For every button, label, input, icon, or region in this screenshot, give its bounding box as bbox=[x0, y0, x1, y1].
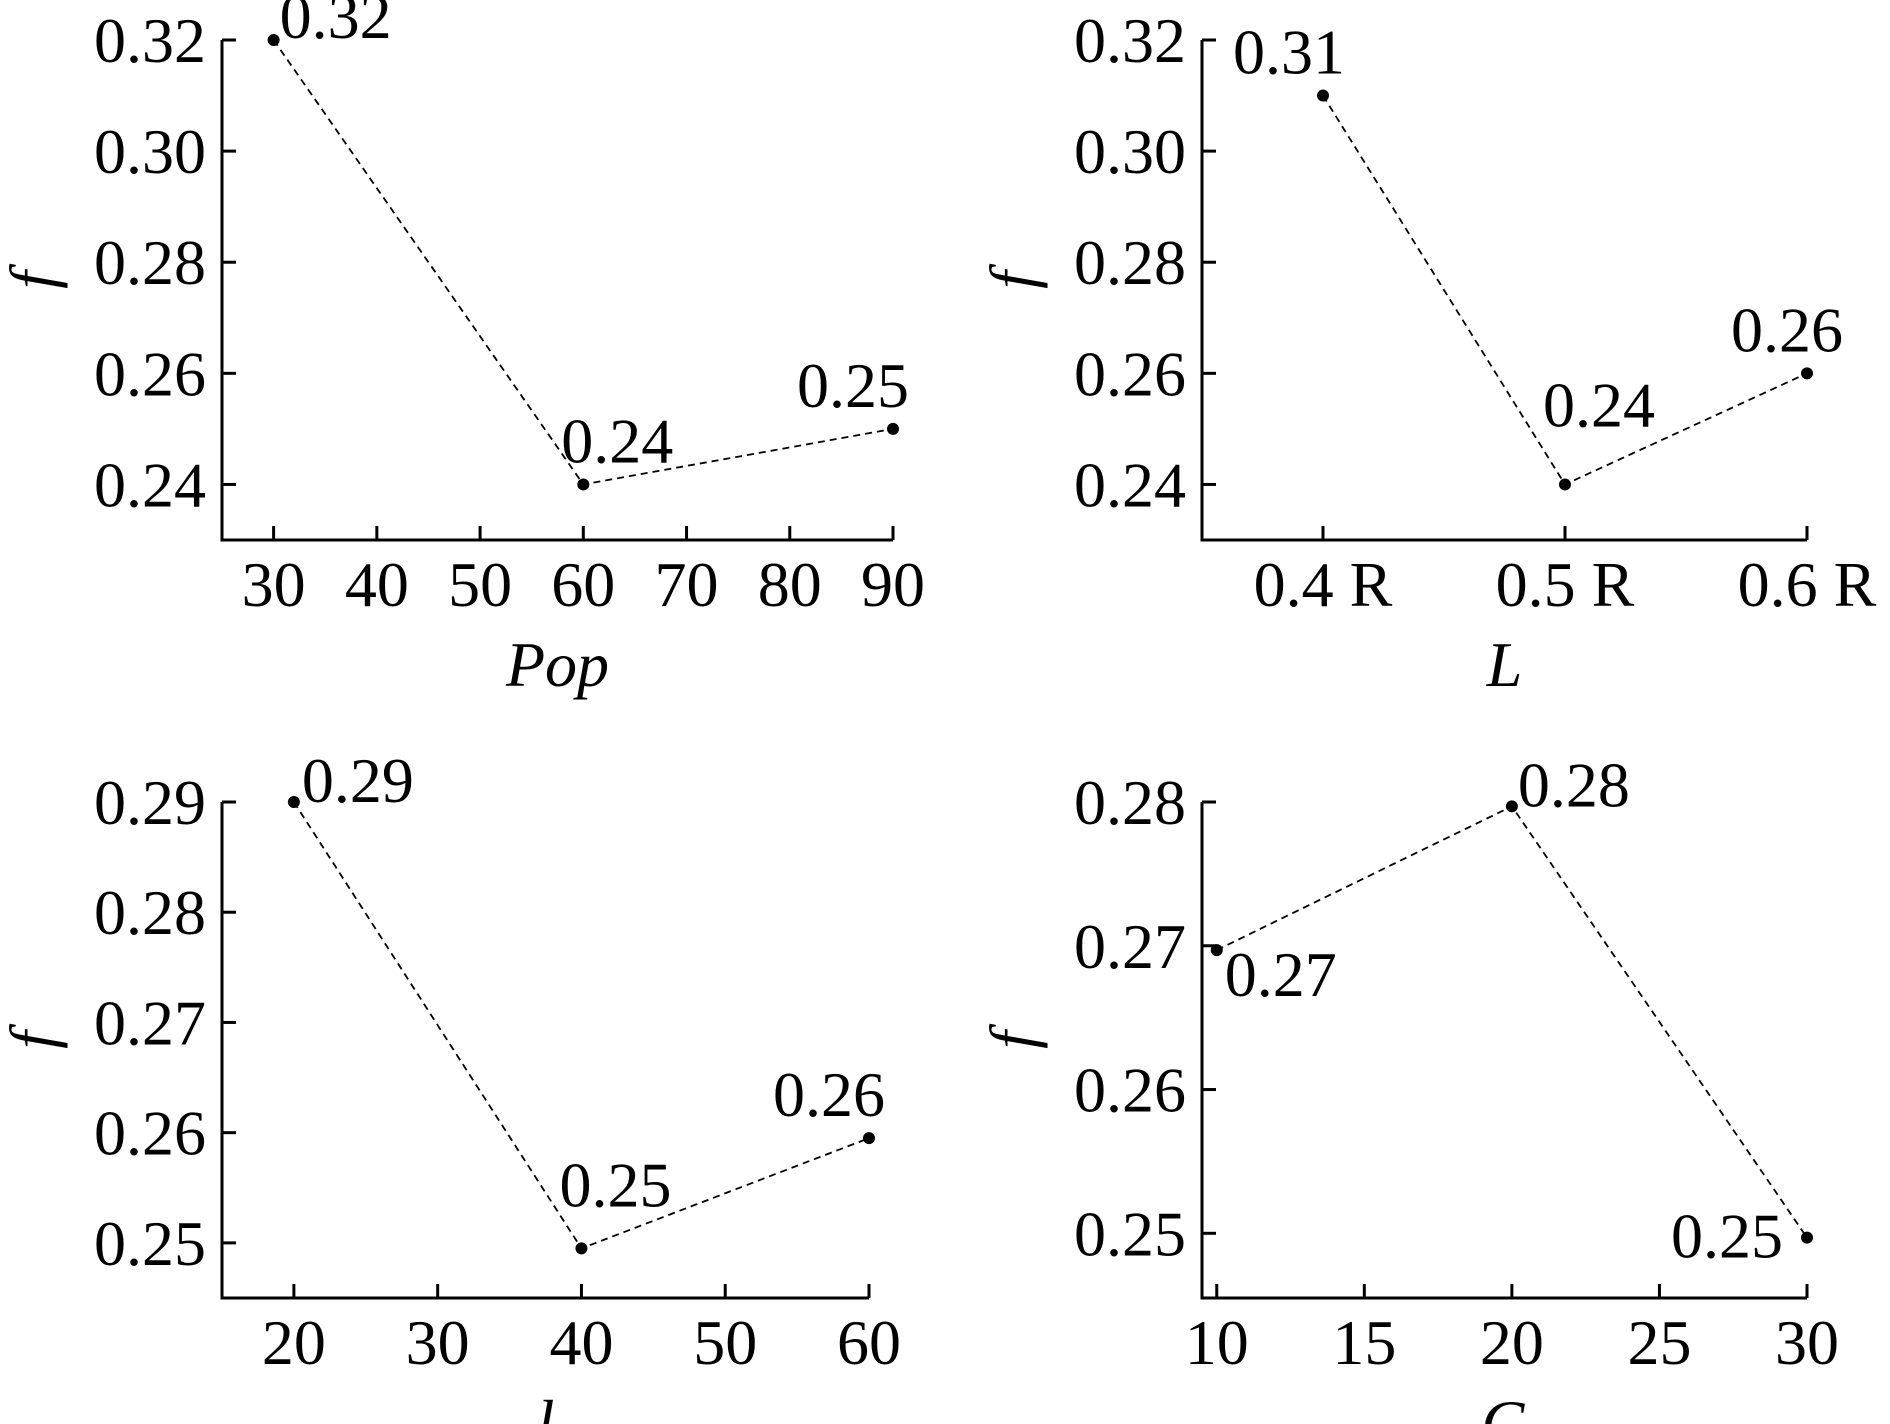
y-tick-label: 0.28 bbox=[1074, 767, 1186, 838]
y-tick-label: 0.25 bbox=[1074, 1198, 1186, 1269]
x-tick-label: 10 bbox=[1185, 1307, 1249, 1378]
x-tick-label: 80 bbox=[758, 549, 822, 620]
x-tick-label: 90 bbox=[861, 549, 925, 620]
x-tick-label: 50 bbox=[448, 549, 512, 620]
data-label: 0.31 bbox=[1233, 17, 1345, 88]
data-label: 0.27 bbox=[1225, 939, 1337, 1010]
axes-frame bbox=[220, 40, 893, 542]
data-point bbox=[1801, 367, 1813, 380]
x-axis-title: Pop bbox=[505, 629, 609, 700]
y-tick-label: 0.27 bbox=[94, 987, 206, 1058]
axes-frame bbox=[1200, 40, 1807, 542]
x-tick-label: 0.4 R bbox=[1254, 549, 1393, 620]
x-tick-label: 25 bbox=[1627, 1307, 1691, 1378]
data-point bbox=[1801, 1231, 1813, 1244]
x-tick-label: 30 bbox=[242, 549, 306, 620]
x-tick-label: 30 bbox=[1775, 1307, 1839, 1378]
x-tick-label: 20 bbox=[1480, 1307, 1544, 1378]
data-label: 0.32 bbox=[280, 0, 392, 52]
x-tick-label: 20 bbox=[262, 1307, 326, 1378]
y-tick-label: 0.27 bbox=[1074, 911, 1186, 982]
data-point bbox=[887, 422, 899, 435]
data-point bbox=[1505, 800, 1518, 813]
data-point bbox=[577, 478, 590, 491]
y-tick-label: 0.30 bbox=[1074, 116, 1186, 187]
y-tick-label: 0.25 bbox=[94, 1208, 206, 1279]
data-label: 0.26 bbox=[773, 1059, 885, 1130]
x-tick-label: 60 bbox=[837, 1307, 901, 1378]
data-point bbox=[1559, 478, 1571, 491]
data-label: 0.25 bbox=[797, 350, 909, 421]
data-point bbox=[1317, 89, 1329, 102]
y-tick-label: 0.26 bbox=[94, 338, 206, 409]
y-axis-title: f bbox=[0, 1023, 68, 1049]
x-tick-label: 40 bbox=[549, 1307, 613, 1378]
y-tick-label: 0.30 bbox=[94, 116, 206, 187]
panel-g: 0.25 0.26 0.27 0.28 10 15 20 25 30 Gf 0.27 0.28 0.25 bbox=[977, 749, 1839, 1424]
y-axis-title: f bbox=[0, 263, 68, 289]
data-label: 0.25 bbox=[559, 1149, 671, 1220]
panel-lowercase-l: 0.25 0.26 0.27 0.28 0.29 20 30 40 50 60 l f 0.29 0.25… bbox=[0, 745, 901, 1424]
y-tick-label: 0.28 bbox=[1074, 227, 1186, 298]
series-line bbox=[1216, 805, 1808, 1239]
panel-pop: 0.24 0.26 0.28 0.30 0.32 30 40 50 60 70 80 90 Pop f 0.… bbox=[0, 0, 925, 700]
x-tick-label: 40 bbox=[345, 549, 409, 620]
data-point bbox=[287, 796, 300, 808]
x-axis-title: L bbox=[1486, 629, 1523, 700]
data-point bbox=[863, 1132, 875, 1145]
panel-l-ratio: 0.24 0.26 0.28 0.30 0.32 0.4 R 0.5 R 0.6 R Lf 0.3… bbox=[977, 5, 1877, 700]
x-tick-label: 50 bbox=[693, 1307, 757, 1378]
data-point bbox=[267, 34, 280, 46]
x-tick-label: 15 bbox=[1332, 1307, 1396, 1378]
data-label: 0.26 bbox=[1731, 294, 1843, 365]
data-label: 0.28 bbox=[1518, 749, 1630, 820]
data-point bbox=[575, 1242, 588, 1255]
y-tick-label: 0.32 bbox=[1074, 5, 1186, 76]
x-tick-label: 70 bbox=[655, 549, 719, 620]
y-tick-label: 0.28 bbox=[94, 877, 206, 948]
y-tick-label: 0.26 bbox=[94, 1098, 206, 1169]
axes-frame bbox=[1200, 802, 1807, 1300]
y-tick-label: 0.24 bbox=[94, 449, 206, 520]
data-label: 0.29 bbox=[302, 745, 414, 816]
x-tick-label: 60 bbox=[551, 549, 615, 620]
y-tick-label: 0.32 bbox=[94, 5, 206, 76]
y-tick-label: 0.26 bbox=[1074, 338, 1186, 409]
x-axis-title: l bbox=[537, 1387, 555, 1424]
y-tick-label: 0.28 bbox=[94, 227, 206, 298]
y-tick-label: 0.29 bbox=[94, 767, 206, 838]
x-tick-label: 0.6 R bbox=[1738, 549, 1877, 620]
y-axis-title: f bbox=[977, 1023, 1048, 1049]
axes-frame bbox=[220, 802, 869, 1300]
x-tick-label: 0.5 R bbox=[1496, 549, 1635, 620]
data-label: 0.25 bbox=[1671, 1201, 1783, 1272]
x-axis-title: G bbox=[1481, 1387, 1527, 1424]
data-label: 0.24 bbox=[561, 405, 673, 476]
x-tick-label: 30 bbox=[406, 1307, 470, 1378]
y-tick-label: 0.26 bbox=[1074, 1055, 1186, 1126]
data-label: 0.24 bbox=[1543, 369, 1655, 440]
data-point bbox=[1210, 944, 1223, 957]
y-tick-label: 0.24 bbox=[1074, 449, 1186, 520]
y-axis-title: f bbox=[977, 263, 1048, 289]
